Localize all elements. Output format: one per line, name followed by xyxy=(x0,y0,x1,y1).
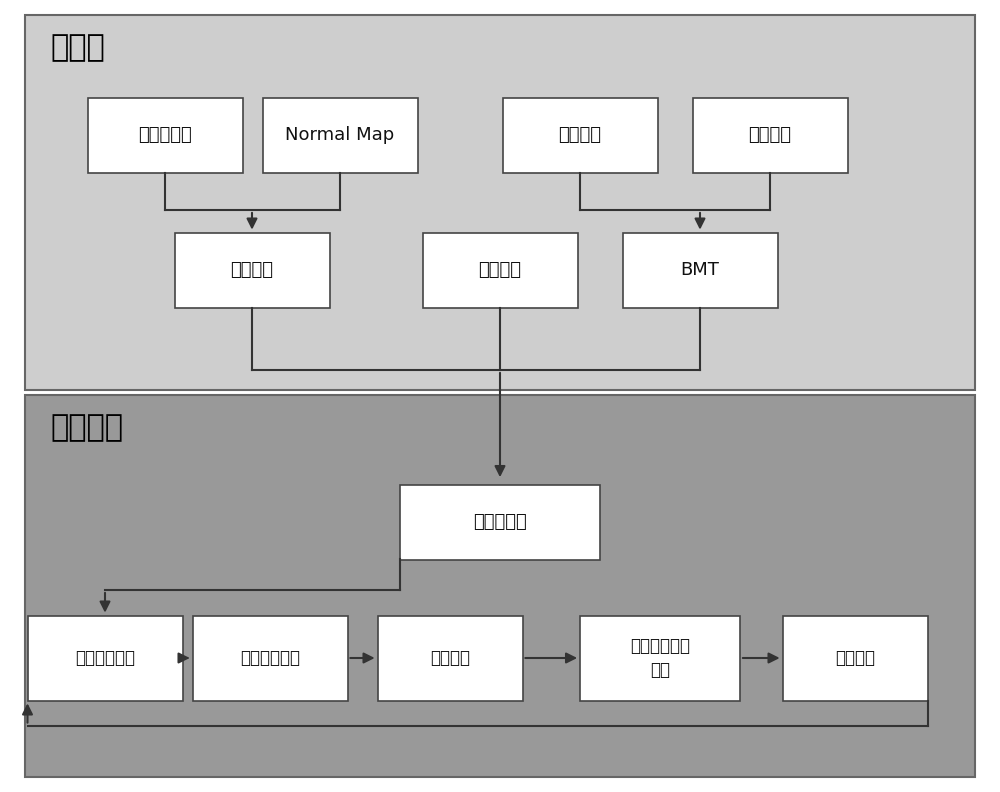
Bar xyxy=(25,15,975,390)
Text: 形变计算: 形变计算 xyxy=(430,649,470,667)
Bar xyxy=(503,97,658,173)
Bar xyxy=(622,233,778,307)
Bar xyxy=(580,615,740,700)
Text: 预计算: 预计算 xyxy=(50,33,105,63)
Text: 漫反射纹理: 漫反射纹理 xyxy=(138,126,192,144)
Bar xyxy=(692,97,848,173)
Bar xyxy=(262,97,418,173)
Bar xyxy=(400,485,600,559)
Text: 双重深度缓冲
别除: 双重深度缓冲 别除 xyxy=(630,638,690,679)
Text: 扩散系数: 扩散系数 xyxy=(748,126,792,144)
Bar xyxy=(25,395,975,777)
Bar xyxy=(175,233,330,307)
Text: 模型点采样: 模型点采样 xyxy=(473,513,527,531)
Text: Normal Map: Normal Map xyxy=(285,126,395,144)
Text: 材料密度: 材料密度 xyxy=(558,126,602,144)
Bar xyxy=(422,233,578,307)
Text: 火焰扩散计算: 火焰扩散计算 xyxy=(240,649,300,667)
Text: 更新网格信息: 更新网格信息 xyxy=(75,649,135,667)
Text: 初始参数: 初始参数 xyxy=(479,261,522,279)
Bar xyxy=(378,615,522,700)
Text: 流体仿真: 流体仿真 xyxy=(835,649,875,667)
Bar xyxy=(782,615,928,700)
Bar xyxy=(28,615,182,700)
Text: 燃烧纹理: 燃烧纹理 xyxy=(230,261,274,279)
Text: 实时模拟: 实时模拟 xyxy=(50,413,123,443)
Bar xyxy=(88,97,242,173)
Text: BMT: BMT xyxy=(681,261,719,279)
Bar xyxy=(192,615,348,700)
